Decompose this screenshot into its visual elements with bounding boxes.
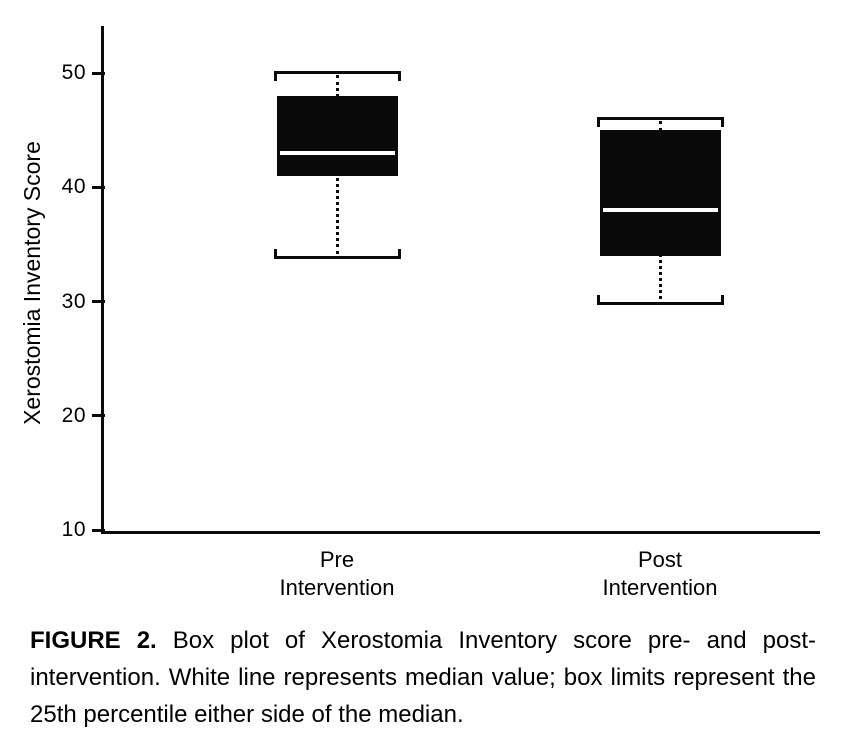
box xyxy=(276,95,398,176)
y-tick-label: 30 xyxy=(61,289,86,313)
x-tick-label-line: Pre xyxy=(319,547,355,572)
x-tick-label-line: Post xyxy=(637,547,683,572)
y-axis-line xyxy=(101,26,104,534)
figure-caption-text: Box plot of Xerostomia Inventory score p… xyxy=(30,627,817,728)
whisker-upper-cap xyxy=(273,71,401,81)
y-tick-label: 50 xyxy=(61,61,86,84)
y-tick-label: 20 xyxy=(61,403,86,427)
x-tick-label-line: Intervention xyxy=(279,575,395,600)
median-line xyxy=(279,150,395,155)
y-tick-mark xyxy=(92,300,105,303)
box xyxy=(599,130,721,256)
y-tick-mark xyxy=(92,528,105,532)
median-line xyxy=(602,208,718,213)
whisker-upper-cap xyxy=(596,116,724,127)
y-tick-label: 40 xyxy=(61,175,86,199)
x-tick-label: Post Intervention xyxy=(560,546,760,602)
boxplot-chart: Xerostomia Inventory Score 10 20 30 40 50 Pr… xyxy=(19,26,820,602)
y-tick-mark xyxy=(92,185,105,189)
x-axis-line xyxy=(101,531,820,534)
x-tick-label-line: Intervention xyxy=(602,575,718,600)
x-tick-label: Pre Intervention xyxy=(237,546,437,602)
whisker-lower-cap xyxy=(273,248,401,259)
figure-caption: FIGURE 2. Box plot of Xerostomia Invento… xyxy=(30,622,816,733)
figure-caption-label: FIGURE 2. xyxy=(30,627,157,654)
whisker-lower-cap xyxy=(596,294,724,305)
y-tick-mark xyxy=(92,71,105,75)
y-tick-label: 10 xyxy=(61,518,86,541)
y-tick-mark xyxy=(92,414,105,418)
